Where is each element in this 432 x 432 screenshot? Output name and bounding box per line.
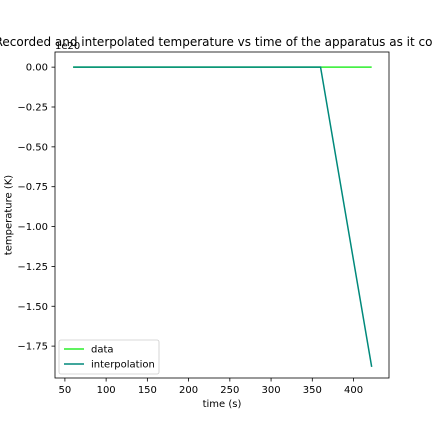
x-tick-label: 150: [138, 385, 157, 396]
series-line-interpolation: [73, 66, 373, 367]
legend: data interpolation: [58, 339, 160, 375]
x-tick-label: 200: [179, 385, 198, 396]
x-tick-label: 400: [344, 385, 363, 396]
x-axis-ticks: 50 100 150 200 250 300 350 400: [59, 378, 363, 396]
x-tick-label: 250: [220, 385, 239, 396]
y-tick-label: −0.25: [17, 102, 48, 113]
y-tick-label: −0.75: [17, 182, 48, 193]
x-tick-label: 300: [262, 385, 281, 396]
y-axis-label: temperature (K): [4, 175, 15, 255]
x-axis-label: time (s): [203, 399, 242, 410]
x-tick-label: 100: [97, 385, 116, 396]
x-tick-label: 350: [303, 385, 322, 396]
y-axis-offset-label: 1e20: [55, 41, 80, 52]
y-tick-label: −0.50: [17, 142, 48, 153]
y-tick-label: −1.75: [17, 342, 48, 353]
legend-label: data: [91, 345, 114, 356]
legend-label: interpolation: [91, 360, 155, 371]
y-axis-ticks: 0.00 −0.25 −0.50 −0.75 −1.00 −1.25 −1.50 −1.75: [17, 63, 55, 353]
y-tick-label: −1.00: [17, 222, 48, 233]
y-tick-label: 0.00: [26, 63, 48, 74]
series-lines: [73, 66, 373, 367]
x-tick-label: 50: [59, 385, 72, 396]
y-tick-label: −1.50: [17, 302, 48, 313]
y-tick-label: −1.25: [17, 262, 48, 273]
chart-title: Recorded and interpolated temperature vs…: [0, 35, 432, 49]
plot-frame: [54, 51, 390, 379]
